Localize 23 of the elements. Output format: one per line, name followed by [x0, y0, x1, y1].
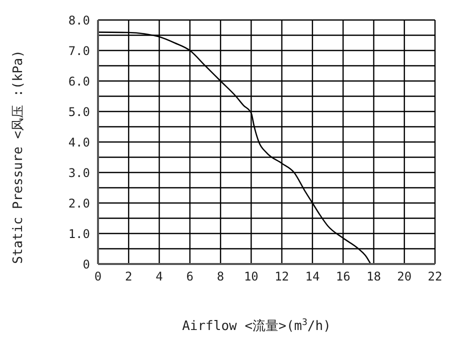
x-axis-title: Airflow <流量>(m$^{3}$/h): [182, 318, 331, 334]
y-tick-label: 5.0: [68, 104, 90, 119]
y-tick-label: 3.0: [68, 166, 90, 180]
x-tick-label: 22: [428, 270, 442, 284]
x-tick-label: 2: [125, 270, 132, 284]
x-tick-label: 20: [397, 270, 412, 284]
y-tick-label: 6.0: [68, 74, 90, 88]
x-tick-label: 16: [336, 270, 350, 284]
y-tick-label: 8.0: [68, 13, 90, 28]
x-tick-label: 18: [366, 270, 381, 284]
x-tick-label: 4: [156, 270, 163, 284]
y-tick-label: 2.0: [68, 196, 90, 210]
y-tick-label: 4.0: [68, 135, 90, 150]
x-tick-label: 6: [186, 270, 194, 284]
y-tick-label: 1.0: [68, 226, 90, 241]
x-tick-label: 8: [216, 270, 224, 284]
x-tick-label: 10: [244, 270, 258, 284]
y-tick-label: 7.0: [68, 44, 90, 58]
x-tick-label: 14: [305, 270, 320, 284]
y-axis-title: Static Pressure <风压 :(kPa): [11, 50, 26, 264]
y-tick-label: 0: [82, 257, 90, 272]
x-tick-label: 0: [94, 270, 102, 284]
x-tick-label: 12: [274, 270, 290, 284]
